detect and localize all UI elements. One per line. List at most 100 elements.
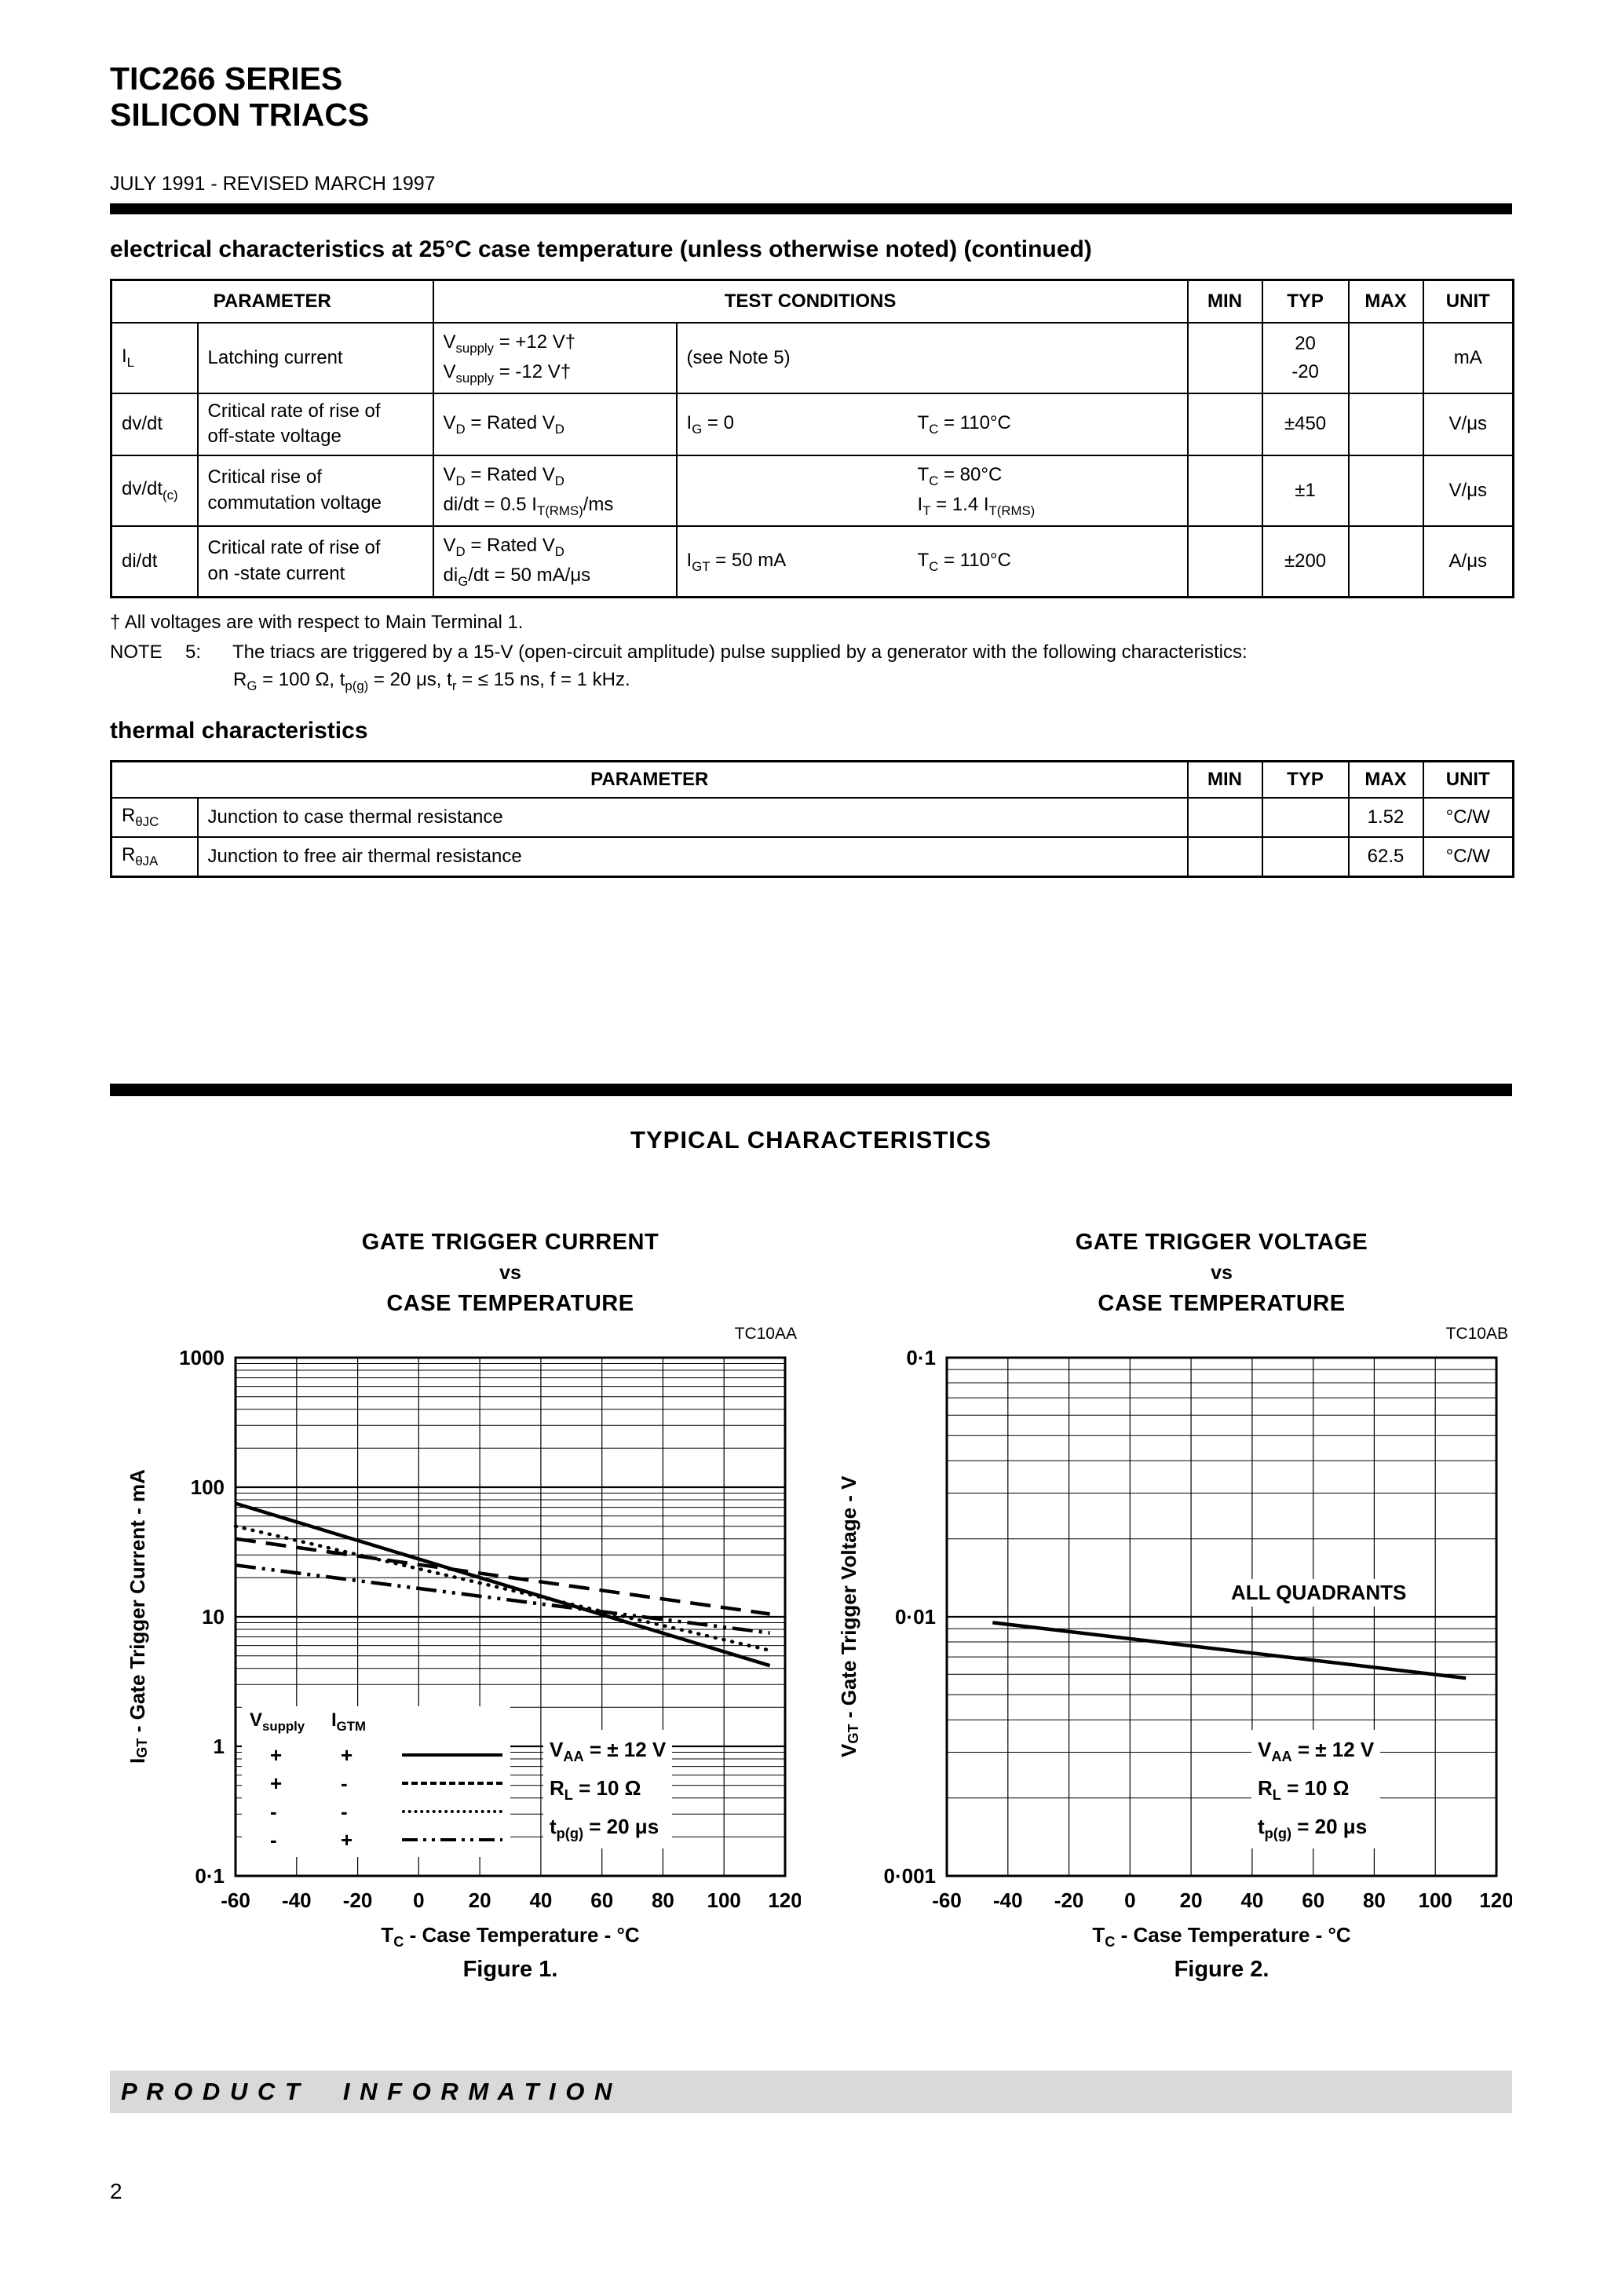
col-max: MAX [1347,279,1424,324]
unit-value: mA [1422,321,1514,394]
svg-text:-60: -60 [221,1888,250,1912]
typ-value [1261,797,1350,839]
figure-2-caption: Figure 2. [1174,1957,1269,1983]
legend-row: - + [250,1826,502,1854]
col-max: MAX [1347,760,1424,799]
typ-value: ±200 [1261,525,1350,598]
doc-title: TIC266 SERIES SILICON TRIACS [110,60,1512,133]
legend-header-vsupply: Vsupply [250,1709,305,1735]
param-name: Critical rate of rise of on -state curren… [196,525,434,598]
svg-text:0·001: 0·001 [884,1864,937,1888]
typ-value [1261,836,1350,878]
condition-line: RL = 10 Ω [550,1776,641,1804]
legend-symbol: - [341,1771,348,1795]
note-5: NOTE 5: The triacs are triggered by a 15-V… [110,639,1512,667]
figure-1: GATE TRIGGER CURRENT vs CASE TEMPERATURE… [110,1230,802,1983]
figure-1-code: TC10AA [734,1325,797,1344]
typical-characteristics-figures: GATE TRIGGER CURRENT vs CASE TEMPERATURE… [110,1230,1514,1983]
svg-text:1: 1 [214,1735,225,1758]
test-condition-1: VD = Rated VD diG/dt = 50 mA/μs [432,525,678,598]
page-number: 2 [110,2179,122,2204]
col-typ: TYP [1261,279,1350,324]
col-unit: UNIT [1422,279,1514,324]
table-row: RθJA Junction to free air thermal resist… [110,836,1514,878]
figure-2-title: GATE TRIGGER VOLTAGE [1075,1230,1368,1256]
col-unit: UNIT [1422,760,1514,799]
unit-value: V/μs [1422,392,1514,456]
note-number: 5: [185,642,202,664]
legend-symbol: - [270,1799,277,1823]
divider-bar-middle [110,1084,1512,1097]
table-row: IL Latching current Vsupply = +12 V† Vsup… [110,321,1514,394]
svg-text:100: 100 [1419,1888,1452,1912]
condition-line: tp(g) = 20 μs [1258,1815,1368,1842]
test-condition-3: TC = 80°C IT = 1.4 IT(RMS) [908,454,1189,527]
legend-symbol: + [270,1771,283,1795]
whitespace [110,878,1512,1076]
legend-row: -- [250,1797,502,1826]
svg-text:-20: -20 [1054,1888,1084,1912]
param-symbol: dv/dt(c) [110,454,199,527]
figure-2-conditions: VAA = ± 12 V RL = 10 Ω tp(g) = 20 μs [1251,1730,1381,1849]
svg-text:0·01: 0·01 [895,1605,936,1629]
col-min: MIN [1186,279,1263,324]
test-condition-1: Vsupply = +12 V† Vsupply = -12 V† [432,321,678,394]
param-name: Critical rate of rise of off-state voltag… [196,392,434,456]
legend-symbol: - [270,1827,277,1852]
figure-2-subtitle: CASE TEMPERATURE [1098,1291,1346,1317]
legend-row: + - [250,1769,502,1797]
max-value [1347,454,1424,527]
figure-1-title: GATE TRIGGER CURRENT [361,1230,659,1256]
param-name: Junction to case thermal resistance [196,797,1189,839]
svg-text:100: 100 [191,1475,225,1499]
svg-text:80: 80 [652,1888,674,1912]
test-condition-2: (see Note 5) [675,321,908,394]
condition-line: VAA = ± 12 V [1258,1738,1375,1765]
note-text: The triacs are triggered by a 15-V (open… [232,642,1248,664]
footnote-dagger: † All voltages are with respect to Main … [110,611,524,633]
figure-2-plot: 0·001 0·01 0·1 -60 -40 -20 0 20 40 60 80 100 120 [884,1346,1514,1912]
datasheet-page: TIC266 SERIES SILICON TRIACS JULY 1991 -… [110,60,1515,2204]
electrical-heading: electrical characteristics at 25°C case … [110,236,1092,262]
svg-text:100: 100 [707,1888,741,1912]
figure-1-legend: Vsupply IGTM + + + - -- - + [242,1706,510,1858]
figure-1-xlabel: TC - Case Temperature - °C [381,1923,640,1951]
figure-2-vs: vs [1211,1262,1233,1285]
note-label: NOTE [110,642,163,664]
figure-1-subtitle: CASE TEMPERATURE [386,1291,634,1317]
svg-text:-40: -40 [993,1888,1023,1912]
electrical-table: PARAMETER TEST CONDITIONS MIN TYP MAX UN… [110,278,1515,598]
svg-text:60: 60 [590,1888,613,1912]
max-value [1347,321,1424,394]
min-value [1186,454,1263,527]
test-condition-1: VD = Rated VD [432,392,678,456]
svg-text:20: 20 [1180,1888,1203,1912]
table-header-row: PARAMETER TEST CONDITIONS MIN TYP MAX UN… [110,279,1514,324]
svg-text:80: 80 [1363,1888,1386,1912]
param-symbol: dv/dt [110,392,199,456]
figure-1-vs: vs [499,1262,521,1285]
legend-symbol: + [341,1827,353,1852]
doc-title-line1: TIC266 SERIES [110,60,343,97]
unit-value: °C/W [1422,836,1514,878]
svg-text:120: 120 [768,1888,801,1912]
legend-symbol: + [341,1742,353,1767]
condition-line: VAA = ± 12 V [550,1738,667,1765]
figure-1-plot-area: 0·1 1 10 100 1000 -60 -40 -20 0 20 40 60 80 100 120 IG… [110,1344,802,1920]
svg-text:20: 20 [469,1888,491,1912]
svg-text:10: 10 [202,1605,225,1629]
typ-value: 20 -20 [1261,321,1350,394]
min-value [1186,836,1263,878]
unit-value: °C/W [1422,797,1514,839]
max-value [1347,392,1424,456]
table-footnotes: † All voltages are with respect to Main … [110,609,1512,696]
min-value [1186,321,1263,394]
condition-line: tp(g) = 20 μs [550,1815,659,1842]
unit-value: V/μs [1422,454,1514,527]
table-row: dv/dt Critical rate of rise of off-state … [110,392,1514,456]
thermal-table: PARAMETER MIN TYP MAX UNIT RθJC Junction… [110,760,1515,879]
param-name: Latching current [196,321,434,394]
legend-row: + + [250,1741,502,1769]
param-symbol: RθJC [110,797,199,839]
svg-text:40: 40 [529,1888,552,1912]
